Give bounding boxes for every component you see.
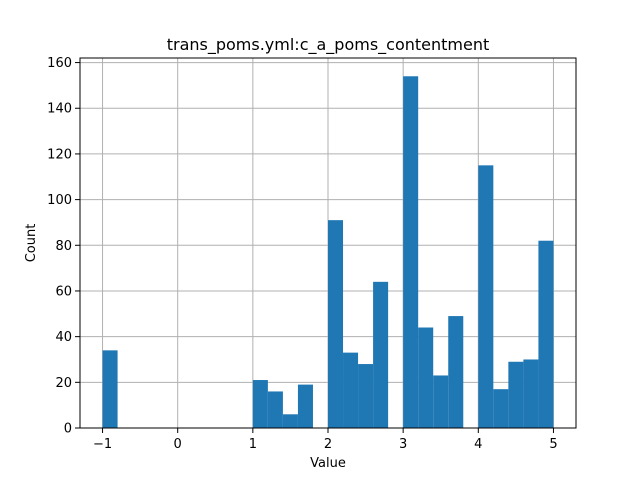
y-tick-label: 0 — [64, 422, 72, 437]
histogram-bar — [252, 380, 268, 428]
histogram-bar — [508, 361, 524, 428]
y-tick-label: 20 — [55, 376, 72, 391]
y-tick-label: 120 — [47, 147, 72, 162]
histogram-bar — [267, 391, 283, 428]
y-axis-label: Count — [24, 224, 39, 263]
chart-title: trans_poms.yml:c_a_poms_contentment — [167, 35, 490, 55]
y-tick-label: 140 — [47, 102, 72, 117]
histogram-bar — [418, 327, 434, 428]
y-tick-label: 160 — [47, 56, 72, 71]
x-tick-label: 5 — [549, 437, 557, 452]
x-tick-label: 3 — [399, 437, 407, 452]
histogram-bar — [343, 352, 359, 428]
y-tick-label: 40 — [55, 330, 72, 345]
x-tick-label: 4 — [474, 437, 482, 452]
histogram-bar — [403, 76, 419, 428]
x-tick-label: 2 — [324, 437, 332, 452]
x-tick-label: 0 — [174, 437, 182, 452]
x-tick-label: −1 — [93, 437, 112, 452]
histogram-bar — [358, 364, 374, 428]
histogram-bar — [448, 316, 464, 428]
histogram-bar — [478, 165, 494, 428]
histogram-bar — [433, 375, 449, 428]
y-tick-label: 100 — [47, 193, 72, 208]
histogram-bar — [297, 384, 313, 428]
bars — [102, 76, 554, 428]
histogram-bar — [328, 220, 344, 428]
x-axis-label: Value — [310, 456, 346, 471]
y-axis-ticks: 0 20 40 60 80 100 120 140 160 — [47, 56, 80, 437]
y-tick-label: 60 — [55, 284, 72, 299]
y-tick-label: 80 — [55, 239, 72, 254]
x-tick-label: 1 — [249, 437, 257, 452]
histogram-bar — [102, 350, 118, 428]
histogram-bar — [538, 240, 554, 428]
histogram-bar — [493, 389, 509, 428]
histogram-bar — [282, 414, 298, 428]
histogram-bar — [523, 359, 539, 428]
x-axis-ticks: −1 0 1 2 3 4 5 — [93, 428, 558, 452]
histogram-bar — [373, 281, 389, 428]
